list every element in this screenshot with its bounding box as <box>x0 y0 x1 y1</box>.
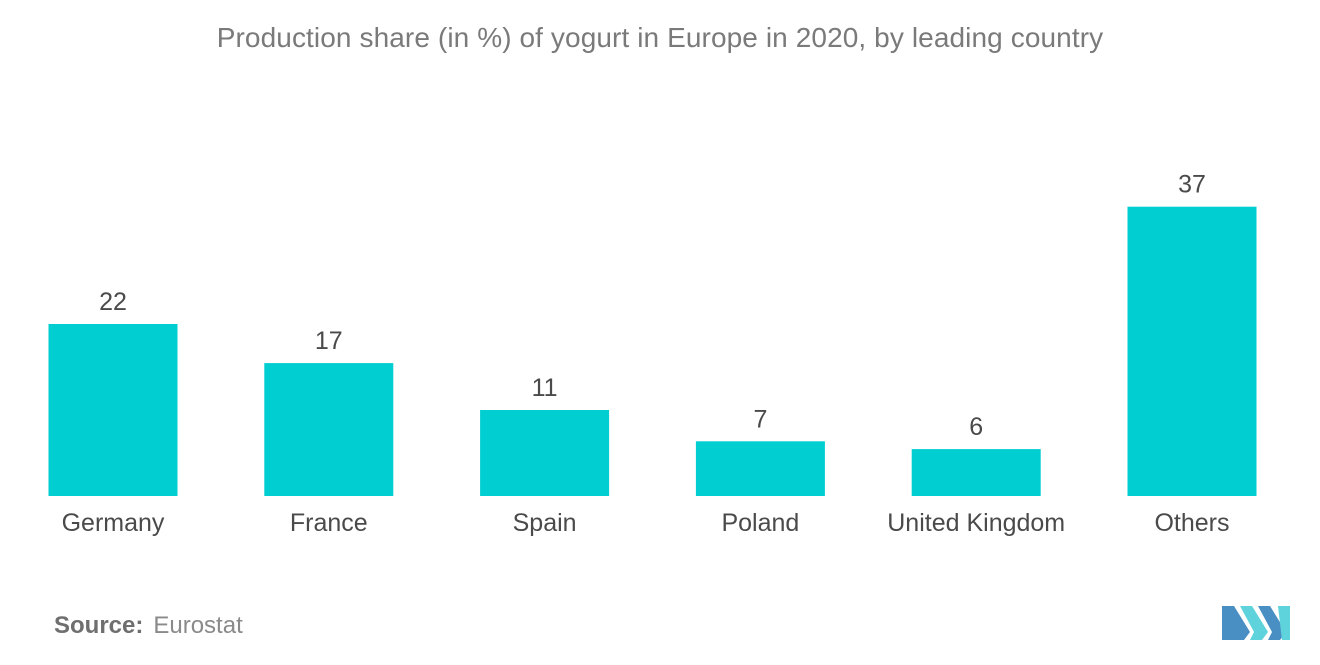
data-label: 11 <box>532 374 558 402</box>
bar-germany <box>48 324 178 496</box>
category-label: Germany <box>62 509 165 537</box>
bar-united-kingdom <box>911 449 1041 496</box>
chart-title: Production share (in %) of yogurt in Eur… <box>216 22 1104 53</box>
bar-france <box>264 363 394 496</box>
data-label: 6 <box>969 413 983 441</box>
bar-spain <box>480 410 610 496</box>
category-label: Poland <box>721 509 799 537</box>
source-value: Eurostat <box>153 612 243 639</box>
category-label: Others <box>1154 509 1229 537</box>
bar-chart: 22 Germany 17 France 11 Spain 7 Poland 6 United K… <box>48 171 1257 537</box>
category-label: Spain <box>513 509 577 537</box>
data-label: 37 <box>1178 171 1206 199</box>
data-label: 7 <box>753 405 767 433</box>
bar-others <box>1127 206 1257 496</box>
category-label: France <box>290 509 368 537</box>
category-label: United Kingdom <box>887 509 1065 537</box>
mordor-intelligence-logo-icon <box>1222 606 1290 640</box>
source-label: Source: <box>54 612 144 639</box>
bar-poland <box>695 441 825 496</box>
source-note: Source: Eurostat <box>54 612 243 640</box>
data-label: 22 <box>99 288 127 316</box>
data-label: 17 <box>315 327 343 355</box>
